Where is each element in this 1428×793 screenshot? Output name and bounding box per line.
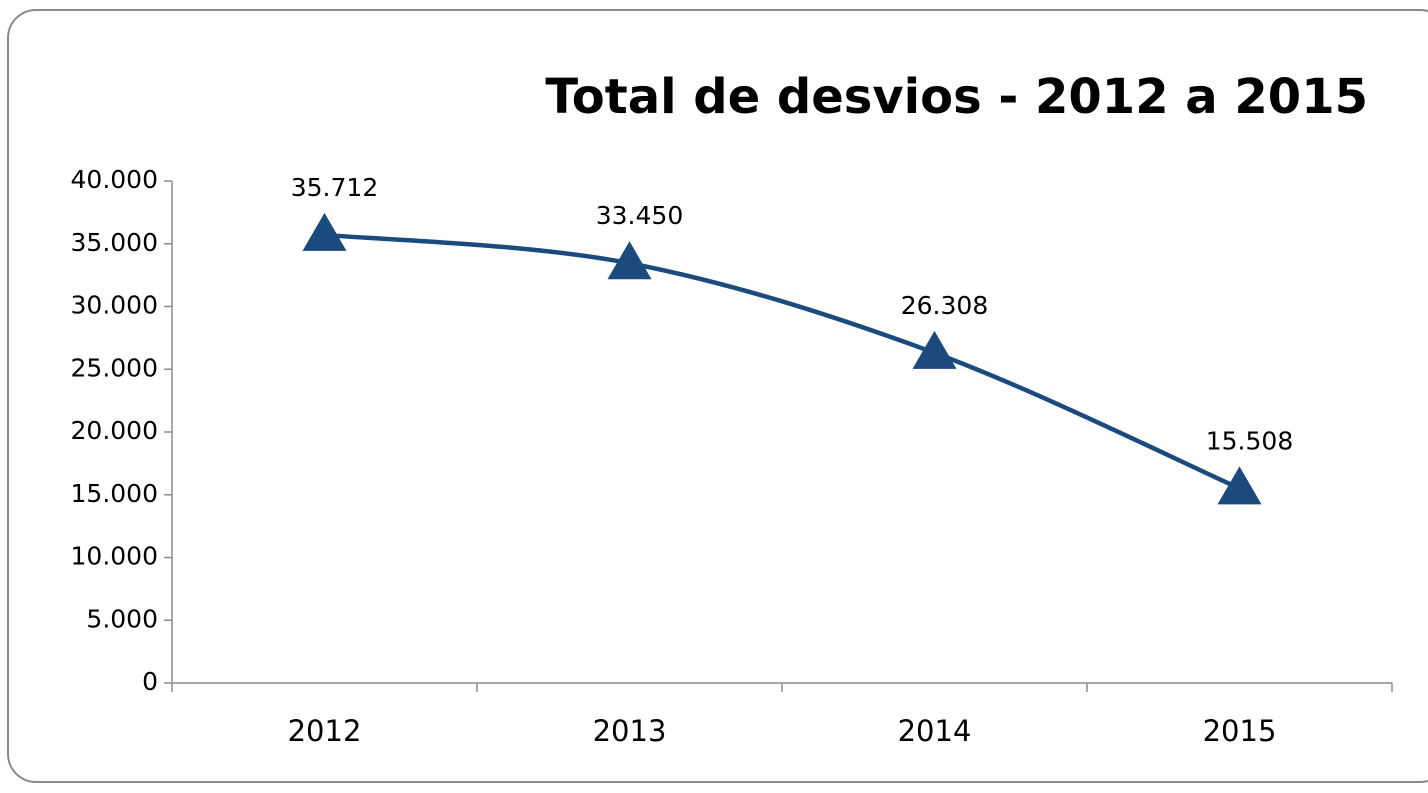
y-tick-label: 20.000 — [71, 416, 158, 445]
data-label: 15.508 — [1206, 426, 1293, 455]
y-tick-label: 30.000 — [71, 291, 158, 320]
y-tick-label: 5.000 — [86, 604, 158, 633]
data-label: 33.450 — [596, 201, 683, 230]
x-tick-label: 2013 — [593, 714, 667, 748]
x-tick-label: 2015 — [1203, 714, 1277, 748]
marker — [912, 330, 957, 369]
marker — [302, 212, 347, 251]
data-label: 26.308 — [901, 291, 988, 320]
y-tick-label: 10.000 — [71, 542, 158, 571]
y-tick-label: 25.000 — [71, 353, 158, 382]
x-tick-label: 2014 — [898, 714, 972, 748]
chart-frame — [7, 9, 1428, 783]
data-label: 35.712 — [291, 173, 378, 202]
y-tick-label: 35.000 — [71, 228, 158, 257]
line — [324, 232, 1241, 491]
y-tick-label: 15.000 — [71, 479, 158, 508]
marker — [1217, 466, 1262, 505]
y-tick-label: 0 — [142, 667, 158, 696]
x-tick-label: 2012 — [288, 714, 362, 748]
marker — [607, 241, 652, 280]
chart-title: Total de desvios - 2012 a 2015 — [545, 69, 1368, 125]
y-tick-label: 40.000 — [71, 165, 158, 194]
